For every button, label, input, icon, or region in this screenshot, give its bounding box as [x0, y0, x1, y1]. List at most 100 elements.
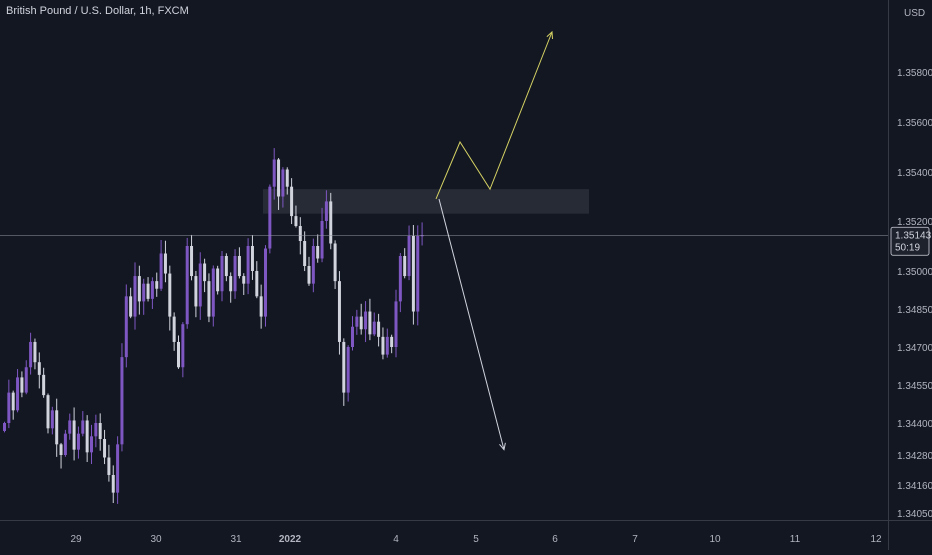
- candle: [198, 252, 202, 320]
- candle: [311, 238, 315, 293]
- candle-body: [416, 236, 420, 312]
- candle: [342, 338, 346, 406]
- candle: [233, 249, 237, 299]
- price-axis-background: [888, 0, 932, 550]
- time-tick-label: 31: [230, 534, 242, 545]
- candle-body: [20, 377, 24, 393]
- candle: [94, 414, 98, 448]
- candle: [194, 270, 198, 318]
- candle: [103, 429, 107, 465]
- candle-body: [224, 256, 228, 277]
- candle-body: [290, 186, 294, 217]
- candle: [272, 148, 276, 200]
- candle: [250, 235, 254, 280]
- candle-body: [216, 268, 220, 292]
- candle-body: [16, 377, 20, 411]
- candle-body: [377, 321, 381, 337]
- candle: [324, 190, 328, 229]
- candle: [129, 287, 133, 319]
- price-tick-label: 1.35800: [897, 68, 932, 79]
- candle: [277, 158, 281, 210]
- candle-body: [129, 296, 133, 317]
- candle-body: [194, 276, 198, 307]
- bullish-projection-path[interactable]: [435, 31, 553, 200]
- candle-body: [120, 357, 124, 445]
- price-axis[interactable]: USD 1.35800 1.35600 1.35400 1.35200 1.35000 1.…: [890, 8, 932, 520]
- candle: [207, 273, 211, 323]
- supply-zone[interactable]: [263, 189, 589, 214]
- candle: [255, 261, 259, 299]
- candle-body: [242, 276, 246, 284]
- candle: [294, 205, 298, 228]
- candle-body: [24, 367, 28, 393]
- candle-body: [72, 420, 76, 450]
- candle: [381, 327, 385, 360]
- candle: [190, 234, 194, 281]
- candle-body: [233, 256, 237, 292]
- candle: [285, 167, 289, 195]
- candle-body: [324, 201, 328, 221]
- candle: [37, 352, 41, 389]
- candle-body: [203, 263, 207, 282]
- candle: [185, 237, 189, 329]
- candle: [364, 301, 368, 343]
- last-price-label: 1.35143: [895, 230, 932, 241]
- candle-body: [55, 410, 59, 445]
- candle: [246, 238, 250, 295]
- symbol-title: British Pound / U.S. Dollar, 1h, FXCM: [6, 5, 189, 17]
- candle-body: [168, 273, 172, 317]
- candle: [98, 413, 102, 451]
- candle-body: [42, 374, 46, 396]
- price-tick-label: 1.34050: [897, 509, 932, 520]
- price-tick-label: 1.34280: [897, 451, 932, 462]
- time-tick-label: 11: [790, 534, 801, 545]
- candle: [329, 192, 333, 250]
- candle: [85, 415, 89, 463]
- candle: [90, 424, 93, 464]
- candle-body: [390, 336, 394, 347]
- candle-body: [337, 281, 341, 342]
- candle-body: [63, 433, 67, 455]
- candle: [264, 245, 267, 327]
- candle: [55, 398, 59, 457]
- candle: [224, 253, 228, 282]
- time-tick-label: 30: [150, 534, 162, 545]
- price-tick-label: 1.34550: [897, 381, 932, 392]
- candle-body: [394, 301, 398, 347]
- candle-body: [298, 226, 302, 241]
- time-tick-label: 2022: [279, 534, 302, 545]
- candle-body: [137, 276, 141, 302]
- candle: [268, 184, 272, 254]
- candle: [394, 289, 398, 358]
- time-tick-label: 5: [473, 534, 479, 545]
- candle: [211, 265, 215, 327]
- candle: [181, 322, 185, 378]
- candle-body: [172, 316, 176, 342]
- candle: [316, 234, 320, 263]
- candle-body: [398, 256, 402, 302]
- candle: [72, 407, 76, 461]
- candle-body: [107, 457, 111, 475]
- candle: [76, 426, 80, 459]
- candle: [46, 393, 50, 434]
- candle-body: [46, 395, 50, 429]
- time-tick-label: 10: [709, 534, 721, 545]
- time-axis[interactable]: 29 30 31 2022 4 5 6 7 10 11 12: [70, 534, 882, 545]
- candle: [359, 303, 363, 335]
- candle: [111, 465, 115, 504]
- bearish-projection-path[interactable]: [438, 198, 505, 450]
- candle-body: [307, 266, 311, 284]
- candle-body: [94, 423, 98, 437]
- candle: [403, 248, 407, 279]
- candle: [63, 429, 67, 457]
- candle: [407, 225, 411, 281]
- candle-body: [142, 283, 146, 302]
- candle: [11, 390, 15, 420]
- candle: [298, 217, 302, 255]
- candle-body: [7, 392, 11, 423]
- candle-body: [407, 236, 411, 277]
- candle-body: [346, 347, 350, 393]
- candle: [29, 332, 33, 375]
